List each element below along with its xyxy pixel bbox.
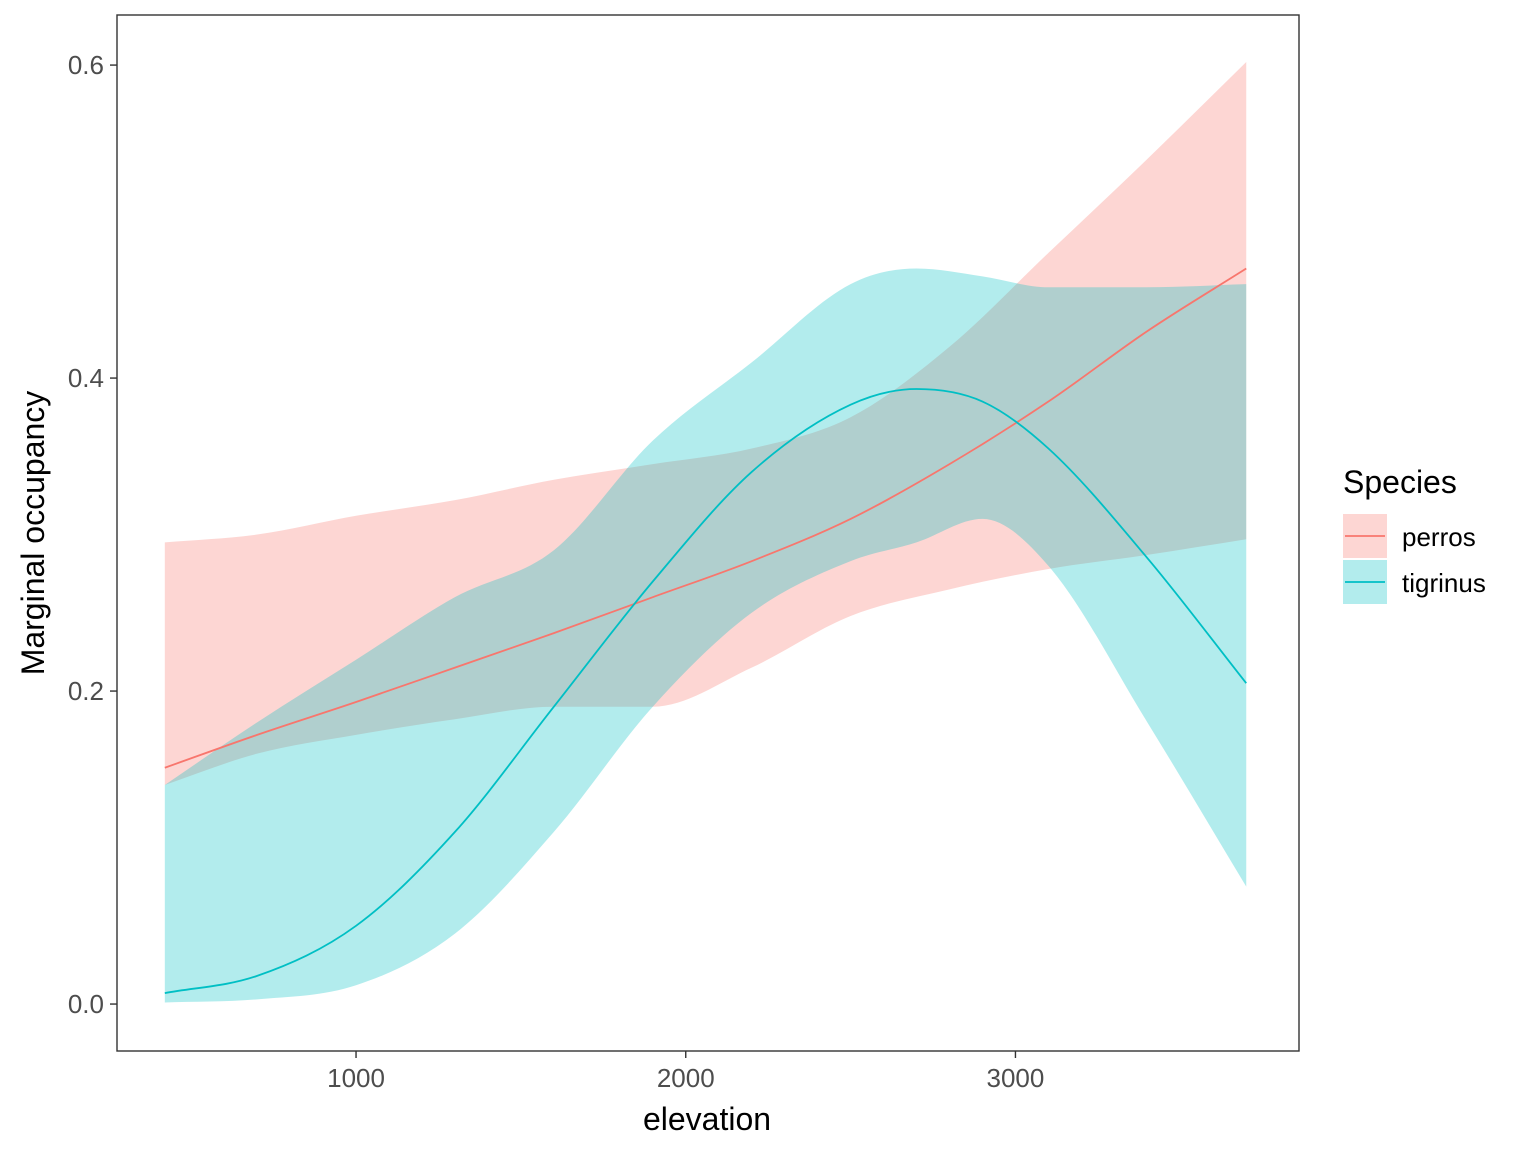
y-tick-label: 0.4 [68,363,104,393]
y-axis: 0.0 0.2 0.4 0.6 [68,50,117,1019]
ribbon-tigrinus [164,268,1247,1003]
legend: Species perros tigrinus [1343,464,1486,604]
y-tick-label: 0.6 [68,50,104,80]
series-layer [164,61,1247,1003]
legend-label-perros: perros [1402,522,1476,552]
x-tick-label: 3000 [987,1063,1045,1093]
plot-panel-border [116,14,1300,1052]
x-tick-label: 1000 [327,1063,385,1093]
y-axis-title: Marginal occupancy [15,391,51,676]
x-axis-title: elevation [643,1101,771,1137]
line-perros [164,267,1247,769]
y-tick-label: 0.2 [68,676,104,706]
legend-title: Species [1343,464,1457,500]
y-tick-label: 0.0 [68,989,104,1019]
legend-label-tigrinus: tigrinus [1402,568,1486,598]
line-tigrinus [164,388,1247,994]
x-tick-label: 2000 [657,1063,715,1093]
x-axis: 1000 2000 3000 [327,1051,1044,1093]
ribbon-perros [164,61,1247,785]
